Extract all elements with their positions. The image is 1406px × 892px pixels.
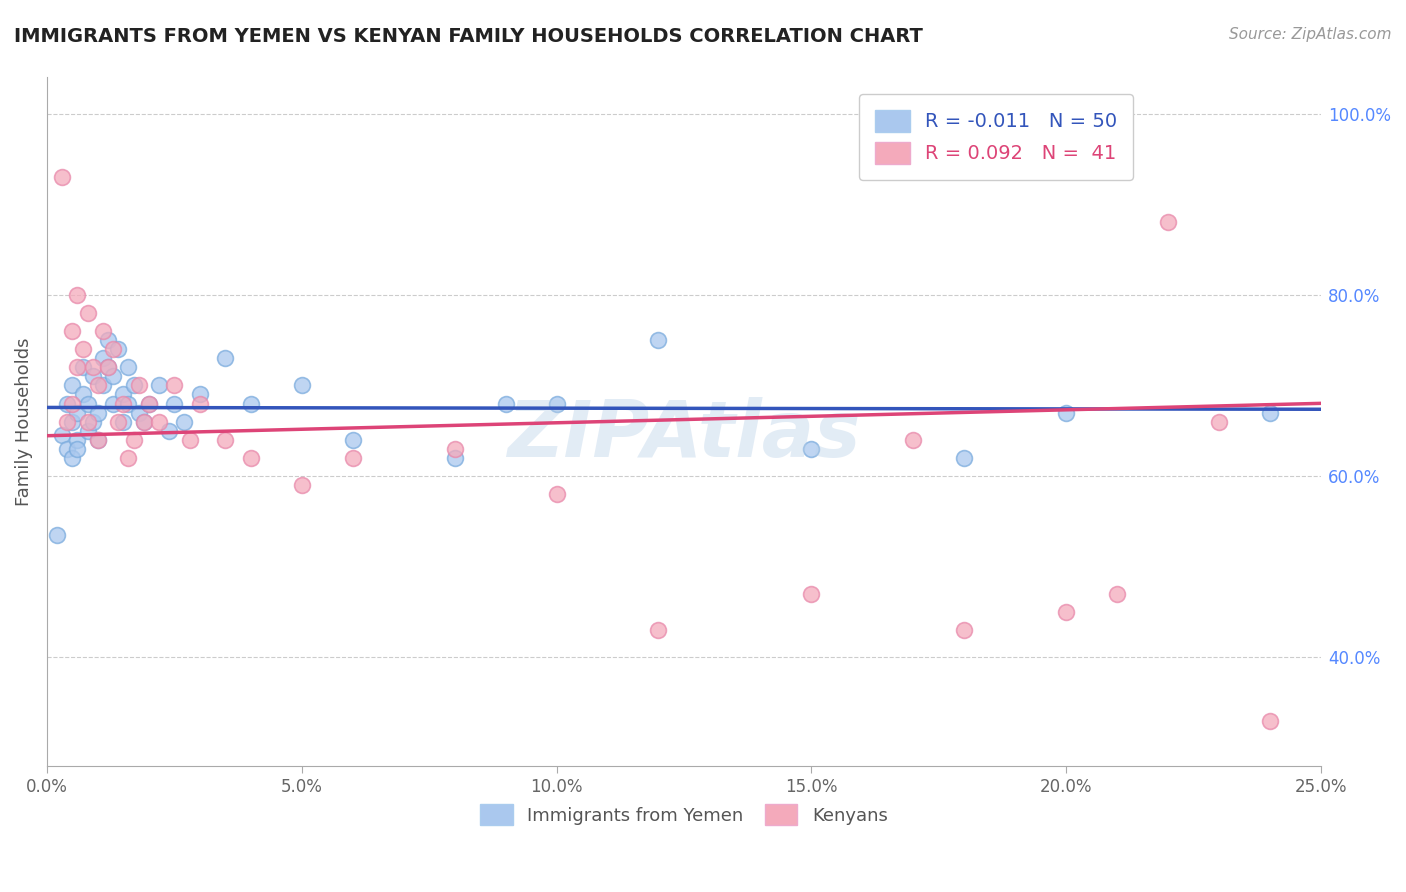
Point bbox=[122, 433, 145, 447]
Point bbox=[1157, 215, 1180, 229]
Point bbox=[117, 450, 139, 465]
Point bbox=[953, 450, 976, 465]
Point bbox=[546, 487, 568, 501]
Point bbox=[122, 378, 145, 392]
Point bbox=[66, 433, 89, 447]
Point bbox=[76, 396, 98, 410]
Point bbox=[87, 433, 110, 447]
Point bbox=[546, 396, 568, 410]
Point bbox=[60, 396, 83, 410]
Point bbox=[60, 415, 83, 429]
Point bbox=[107, 415, 129, 429]
Point bbox=[91, 351, 114, 366]
Point bbox=[82, 415, 104, 429]
Point bbox=[97, 360, 120, 375]
Point bbox=[46, 528, 69, 542]
Point bbox=[163, 378, 186, 392]
Point bbox=[1107, 587, 1129, 601]
Point bbox=[138, 396, 160, 410]
Point bbox=[173, 415, 195, 429]
Point bbox=[112, 396, 135, 410]
Point bbox=[101, 342, 124, 356]
Point bbox=[148, 378, 170, 392]
Point bbox=[97, 360, 120, 375]
Legend: Immigrants from Yemen, Kenyans: Immigrants from Yemen, Kenyans bbox=[472, 797, 896, 832]
Y-axis label: Family Households: Family Households bbox=[15, 337, 32, 506]
Point bbox=[1054, 605, 1077, 619]
Point bbox=[72, 360, 94, 375]
Point bbox=[82, 360, 104, 375]
Point bbox=[91, 324, 114, 338]
Point bbox=[76, 424, 98, 438]
Point bbox=[56, 442, 79, 456]
Point bbox=[342, 433, 364, 447]
Point bbox=[148, 415, 170, 429]
Point bbox=[56, 396, 79, 410]
Point bbox=[132, 415, 155, 429]
Point bbox=[60, 450, 83, 465]
Point bbox=[87, 378, 110, 392]
Point bbox=[157, 424, 180, 438]
Point bbox=[97, 333, 120, 347]
Point bbox=[903, 433, 925, 447]
Point bbox=[117, 396, 139, 410]
Point bbox=[495, 396, 517, 410]
Point bbox=[60, 324, 83, 338]
Point bbox=[112, 415, 135, 429]
Point bbox=[128, 378, 150, 392]
Point bbox=[1258, 714, 1281, 728]
Point bbox=[647, 623, 669, 637]
Point bbox=[51, 428, 73, 442]
Point bbox=[214, 433, 236, 447]
Point bbox=[214, 351, 236, 366]
Point bbox=[66, 360, 89, 375]
Text: ZIPAtlas: ZIPAtlas bbox=[508, 398, 860, 474]
Point bbox=[51, 170, 73, 185]
Point bbox=[647, 333, 669, 347]
Point bbox=[91, 378, 114, 392]
Point bbox=[443, 450, 465, 465]
Text: Source: ZipAtlas.com: Source: ZipAtlas.com bbox=[1229, 27, 1392, 42]
Point bbox=[800, 587, 823, 601]
Point bbox=[1208, 415, 1230, 429]
Point bbox=[76, 415, 98, 429]
Point bbox=[72, 342, 94, 356]
Point bbox=[188, 387, 211, 401]
Text: IMMIGRANTS FROM YEMEN VS KENYAN FAMILY HOUSEHOLDS CORRELATION CHART: IMMIGRANTS FROM YEMEN VS KENYAN FAMILY H… bbox=[14, 27, 922, 45]
Point bbox=[66, 442, 89, 456]
Point bbox=[132, 415, 155, 429]
Point bbox=[342, 450, 364, 465]
Point bbox=[443, 442, 465, 456]
Point bbox=[101, 369, 124, 384]
Point bbox=[56, 415, 79, 429]
Point bbox=[117, 360, 139, 375]
Point bbox=[239, 396, 262, 410]
Point bbox=[953, 623, 976, 637]
Point bbox=[128, 406, 150, 420]
Point bbox=[179, 433, 201, 447]
Point bbox=[138, 396, 160, 410]
Point bbox=[87, 433, 110, 447]
Point bbox=[101, 396, 124, 410]
Point bbox=[112, 387, 135, 401]
Point bbox=[66, 288, 89, 302]
Point bbox=[82, 369, 104, 384]
Point bbox=[800, 442, 823, 456]
Point bbox=[76, 306, 98, 320]
Point bbox=[188, 396, 211, 410]
Point bbox=[107, 342, 129, 356]
Point bbox=[87, 406, 110, 420]
Point bbox=[163, 396, 186, 410]
Point bbox=[66, 406, 89, 420]
Point bbox=[291, 478, 314, 492]
Point bbox=[60, 378, 83, 392]
Point bbox=[239, 450, 262, 465]
Point bbox=[72, 387, 94, 401]
Point bbox=[291, 378, 314, 392]
Point bbox=[1258, 406, 1281, 420]
Point bbox=[1054, 406, 1077, 420]
